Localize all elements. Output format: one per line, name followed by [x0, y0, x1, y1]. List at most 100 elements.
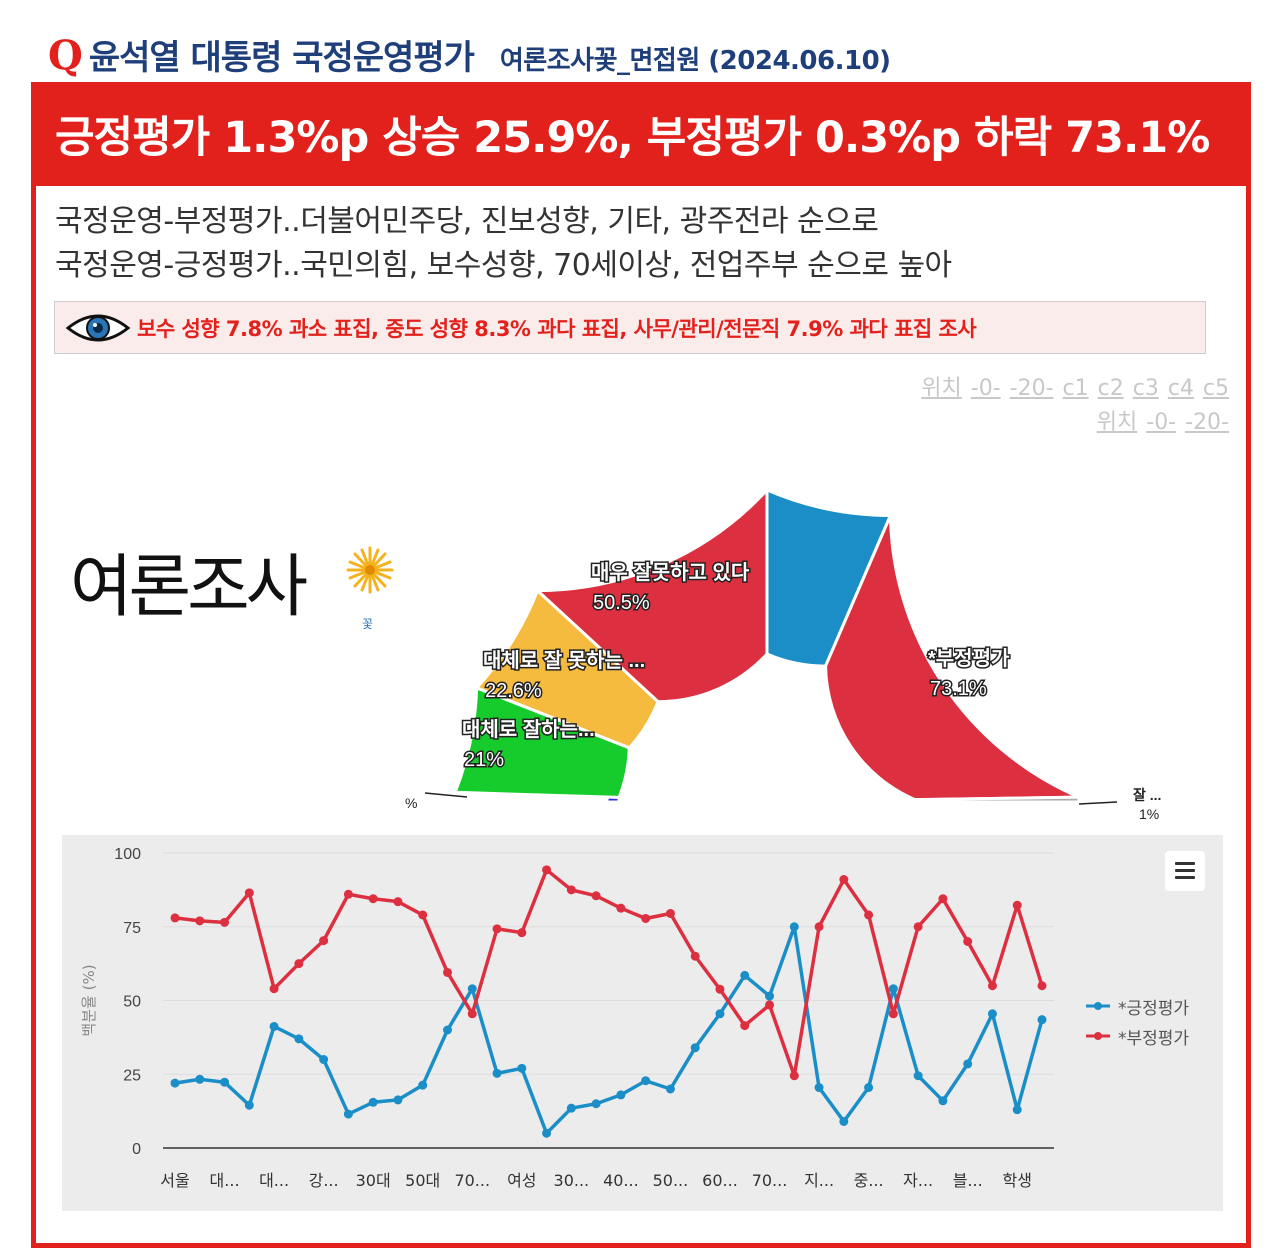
data-point[interactable]: [740, 1021, 750, 1031]
donut-slice[interactable]: [533, 490, 769, 704]
x-tick-label: 50...: [653, 1171, 689, 1190]
data-point[interactable]: [591, 891, 601, 901]
data-point[interactable]: [442, 967, 452, 977]
data-point[interactable]: [641, 1076, 651, 1086]
data-point[interactable]: [1037, 1015, 1047, 1025]
slice-value-label: 50.5%: [593, 592, 650, 614]
legend-item-positive[interactable]: *긍정평가: [1084, 991, 1189, 1021]
data-point[interactable]: [864, 1083, 874, 1093]
data-point[interactable]: [566, 1103, 576, 1113]
pos-link[interactable]: -20-: [1185, 410, 1229, 435]
data-point[interactable]: [641, 913, 651, 923]
data-point[interactable]: [690, 1043, 700, 1053]
data-point[interactable]: [814, 1083, 824, 1093]
data-point[interactable]: [418, 910, 428, 920]
data-point[interactable]: [888, 1009, 898, 1019]
data-point[interactable]: [814, 922, 824, 932]
data-point[interactable]: [170, 1078, 180, 1088]
data-point[interactable]: [913, 922, 923, 932]
slice-value-label: %: [405, 795, 417, 811]
data-point[interactable]: [220, 917, 230, 927]
data-point[interactable]: [319, 1055, 329, 1064]
chart-menu-button[interactable]: [1165, 851, 1205, 891]
data-point[interactable]: [269, 984, 279, 994]
x-tick-label: 강...: [309, 1171, 339, 1190]
data-point[interactable]: [393, 1095, 403, 1105]
data-point[interactable]: [343, 1109, 353, 1119]
data-point[interactable]: [839, 1116, 849, 1126]
y-tick-label: 100: [114, 846, 141, 863]
data-point[interactable]: [591, 1099, 601, 1109]
page-header: Q 윤석열 대통령 국정운영평가 여론조사꽃_면접원 (2024.06.10): [48, 30, 891, 80]
data-point[interactable]: [220, 1077, 230, 1087]
label-connector: [1078, 801, 1118, 805]
pos-link[interactable]: 위치: [1096, 410, 1138, 435]
pos-link[interactable]: c3: [1132, 376, 1159, 401]
pos-link[interactable]: c4: [1167, 376, 1194, 401]
line-chart-panel: 0 25 50 75 100 백분율 (%) 서울 대... 대... 강... 30대 50대 70.…: [62, 835, 1223, 1211]
data-point[interactable]: [442, 1025, 452, 1035]
data-point[interactable]: [765, 1000, 775, 1010]
data-point[interactable]: [963, 937, 973, 946]
data-point[interactable]: [963, 1059, 973, 1069]
data-point[interactable]: [517, 1063, 527, 1073]
data-point[interactable]: [542, 1128, 552, 1138]
legend-item-negative[interactable]: *부정평가: [1084, 1021, 1189, 1051]
data-point[interactable]: [368, 1097, 378, 1107]
donut-slice[interactable]: [913, 795, 1081, 804]
series-line[interactable]: [174, 868, 1044, 1078]
data-point[interactable]: [665, 1084, 675, 1094]
data-point[interactable]: [690, 951, 700, 961]
data-point[interactable]: [195, 1074, 205, 1084]
pos-link[interactable]: 위치: [921, 376, 962, 401]
data-point[interactable]: [566, 885, 576, 895]
data-point[interactable]: [1037, 981, 1047, 991]
data-point[interactable]: [938, 894, 948, 904]
data-point[interactable]: [987, 1009, 997, 1019]
data-point[interactable]: [938, 1096, 948, 1106]
data-point[interactable]: [418, 1080, 428, 1090]
data-point[interactable]: [715, 1009, 725, 1019]
data-point[interactable]: [1012, 1105, 1022, 1115]
pos-link[interactable]: -0-: [970, 376, 1001, 401]
data-point[interactable]: [740, 970, 750, 980]
data-point[interactable]: [913, 1071, 923, 1081]
data-point[interactable]: [368, 894, 378, 904]
pos-link[interactable]: -0-: [1146, 410, 1177, 435]
pos-link[interactable]: c2: [1097, 376, 1124, 401]
data-point[interactable]: [888, 984, 898, 994]
data-point[interactable]: [244, 888, 254, 898]
data-point[interactable]: [616, 903, 626, 913]
data-point[interactable]: [319, 936, 329, 946]
pos-link[interactable]: -20-: [1009, 376, 1054, 401]
donut-slice[interactable]: [824, 514, 1080, 802]
data-point[interactable]: [789, 1071, 799, 1081]
data-point[interactable]: [789, 922, 799, 932]
data-point[interactable]: [1012, 900, 1022, 910]
x-tick-label: 블...: [953, 1171, 983, 1190]
data-point[interactable]: [393, 897, 403, 907]
data-point[interactable]: [170, 913, 180, 923]
data-point[interactable]: [467, 984, 477, 994]
data-point[interactable]: [517, 928, 527, 938]
data-point[interactable]: [492, 924, 502, 934]
pos-link[interactable]: c5: [1202, 376, 1229, 401]
data-point[interactable]: [294, 1034, 304, 1044]
data-point[interactable]: [765, 991, 775, 1001]
data-point[interactable]: [343, 889, 353, 899]
data-point[interactable]: [195, 916, 205, 926]
data-point[interactable]: [294, 959, 304, 969]
data-point[interactable]: [492, 1068, 502, 1078]
data-point[interactable]: [542, 865, 552, 875]
pos-link[interactable]: c1: [1062, 376, 1089, 401]
data-point[interactable]: [987, 981, 997, 991]
data-point[interactable]: [715, 984, 725, 994]
data-point[interactable]: [839, 875, 849, 885]
legend-marker-icon: [1086, 1002, 1110, 1010]
data-point[interactable]: [665, 908, 675, 918]
data-point[interactable]: [467, 1009, 477, 1019]
data-point[interactable]: [269, 1021, 279, 1031]
data-point[interactable]: [616, 1090, 626, 1100]
data-point[interactable]: [244, 1100, 254, 1110]
data-point[interactable]: [864, 910, 874, 920]
